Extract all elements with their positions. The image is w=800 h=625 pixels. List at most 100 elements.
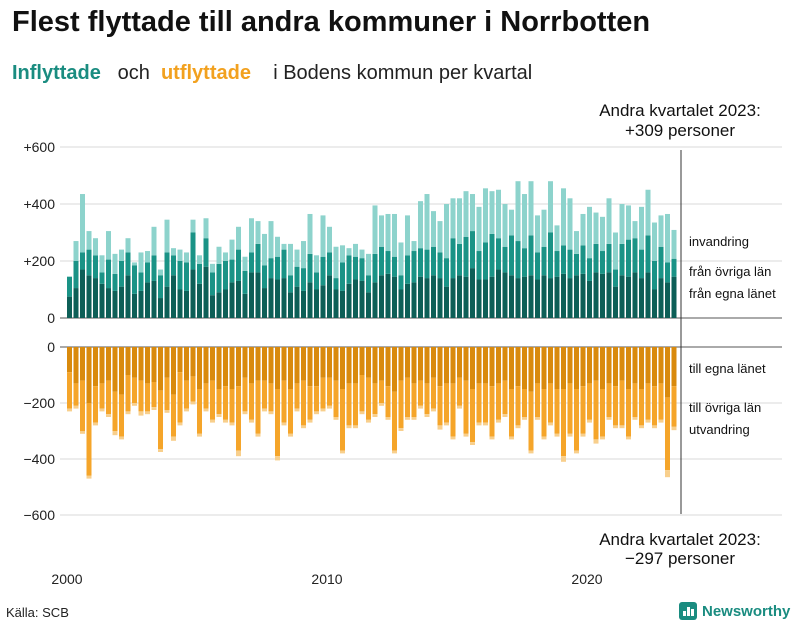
outflow-emigration-bar <box>171 436 176 441</box>
outflow-emigration-bar <box>489 436 495 440</box>
outflow-emigration-bar <box>73 405 79 409</box>
inflow-other-counties-bar <box>450 238 456 279</box>
inflow-own-county-bar <box>67 296 72 318</box>
inflow-immigration-bar <box>242 256 248 271</box>
inflow-immigration-bar <box>574 231 579 254</box>
inflow-immigration-bar <box>496 189 501 239</box>
inflow-own-county-bar <box>210 295 215 318</box>
inflow-immigration-bar <box>424 194 430 250</box>
outflow-emigration-bar <box>80 431 85 434</box>
outflow-own-county-bar <box>574 347 579 389</box>
outflow-own-county-bar <box>567 347 573 384</box>
outflow-emigration-bar <box>574 450 579 454</box>
outflow-own-county-bar <box>450 347 456 384</box>
inflow-other-counties-bar <box>99 272 105 284</box>
outflow-own-county-bar <box>470 347 475 389</box>
inflow-own-county-bar <box>249 272 254 318</box>
outflow-emigration-bar <box>658 419 664 423</box>
outflow-other-counties-bar <box>424 383 430 415</box>
outflow-emigration-bar <box>561 456 566 462</box>
inflow-immigration-bar <box>671 229 677 259</box>
inflow-immigration-bar <box>359 249 365 259</box>
outflow-own-county-bar <box>138 347 144 381</box>
inflow-own-county-bar <box>190 269 196 318</box>
outflow-own-county-bar <box>340 347 345 389</box>
outflow-own-county-bar <box>158 347 163 391</box>
outflow-other-counties-bar <box>567 383 573 434</box>
inflow-other-counties-bar <box>613 269 618 287</box>
outflow-own-county-bar <box>489 347 495 387</box>
outflow-emigration-bar <box>138 411 144 416</box>
inflow-other-counties-bar <box>197 263 202 284</box>
outflow-other-counties-bar <box>548 383 553 423</box>
inflow-other-counties-bar <box>184 262 189 291</box>
outflow-other-counties-bar <box>242 377 248 412</box>
outflow-own-county-bar <box>457 347 462 378</box>
legend-from-own-county: från egna länet <box>689 286 776 301</box>
inflow-other-counties-bar <box>476 251 482 280</box>
subtitle-and-word: och <box>117 62 150 84</box>
legend-to-other-counties: till övriga län <box>689 400 761 415</box>
outflow-other-counties-bar <box>392 391 397 451</box>
axes: +600 +400 +200 0 0 −200 −400 −600 2000 2010 2020 <box>23 139 682 587</box>
inflow-own-county-bar <box>483 279 488 318</box>
outflow-emigration-bar <box>522 417 527 420</box>
inflow-immigration-bar <box>593 212 599 244</box>
inflow-own-county-bar <box>132 293 137 318</box>
inflow-immigration-bar <box>151 226 157 256</box>
outflow-emigration-bar <box>509 436 514 440</box>
outflow-other-counties-bar <box>385 386 391 417</box>
inflow-immigration-bar <box>216 246 222 264</box>
inflow-immigration-bar <box>138 252 144 273</box>
inflow-immigration-bar <box>132 262 137 266</box>
inflow-immigration-bar <box>411 241 417 252</box>
outflow-own-county-bar <box>210 347 215 381</box>
inflow-other-counties-bar <box>73 261 79 289</box>
inflow-immigration-bar <box>658 215 664 247</box>
outflow-own-county-bar <box>255 347 261 381</box>
outflow-emigration-bar <box>93 422 98 426</box>
outflow-own-county-bar <box>353 347 358 384</box>
outflow-own-county-bar <box>444 347 449 384</box>
inflow-immigration-bar <box>535 215 540 253</box>
inflow-immigration-bar <box>444 204 449 259</box>
outflow-emigration-bar <box>385 417 391 420</box>
inflow-own-county-bar <box>580 273 586 318</box>
inflow-own-county-bar <box>255 272 261 318</box>
inflow-immigration-bar <box>353 243 358 257</box>
inflow-other-counties-bar <box>457 243 462 276</box>
inflow-immigration-bar <box>502 204 508 247</box>
outflow-emigration-bar <box>463 433 469 437</box>
inflow-other-counties-bar <box>626 239 631 277</box>
inflow-immigration-bar <box>483 188 488 243</box>
outflow-other-counties-bar <box>106 380 111 415</box>
outflow-own-county-bar <box>262 347 267 381</box>
inflow-own-county-bar <box>262 288 267 318</box>
inflow-immigration-bar <box>164 219 170 253</box>
outflow-emigration-bar <box>613 425 618 429</box>
inflow-immigration-bar <box>99 255 105 273</box>
inflow-other-counties-bar <box>483 242 488 280</box>
inflow-own-county-bar <box>457 275 462 318</box>
outflow-emigration-bar <box>197 433 202 437</box>
inflow-own-county-bar <box>86 275 92 318</box>
outflow-other-counties-bar <box>652 386 657 426</box>
outflow-other-counties-bar <box>275 389 280 457</box>
inflow-other-counties-bar <box>437 252 443 279</box>
inflow-immigration-bar <box>210 263 215 273</box>
outflow-own-county-bar <box>112 347 118 392</box>
outflow-other-counties-bar <box>112 391 118 431</box>
inflow-other-counties-bar <box>86 249 92 276</box>
outflow-other-counties-bar <box>340 389 345 451</box>
outflow-own-county-bar <box>405 347 410 378</box>
outflow-own-county-bar <box>392 347 397 392</box>
outflow-emigration-bar <box>483 422 488 426</box>
outflow-own-county-bar <box>606 347 612 384</box>
x-tick-label: 2010 <box>311 571 342 587</box>
inflow-immigration-bar <box>197 255 202 264</box>
outflow-own-county-bar <box>528 347 534 392</box>
outflow-own-county-bar <box>593 347 599 381</box>
outflow-other-counties-bar <box>268 383 274 412</box>
inflow-immigration-bar <box>93 238 98 256</box>
outflow-own-county-bar <box>236 347 241 387</box>
